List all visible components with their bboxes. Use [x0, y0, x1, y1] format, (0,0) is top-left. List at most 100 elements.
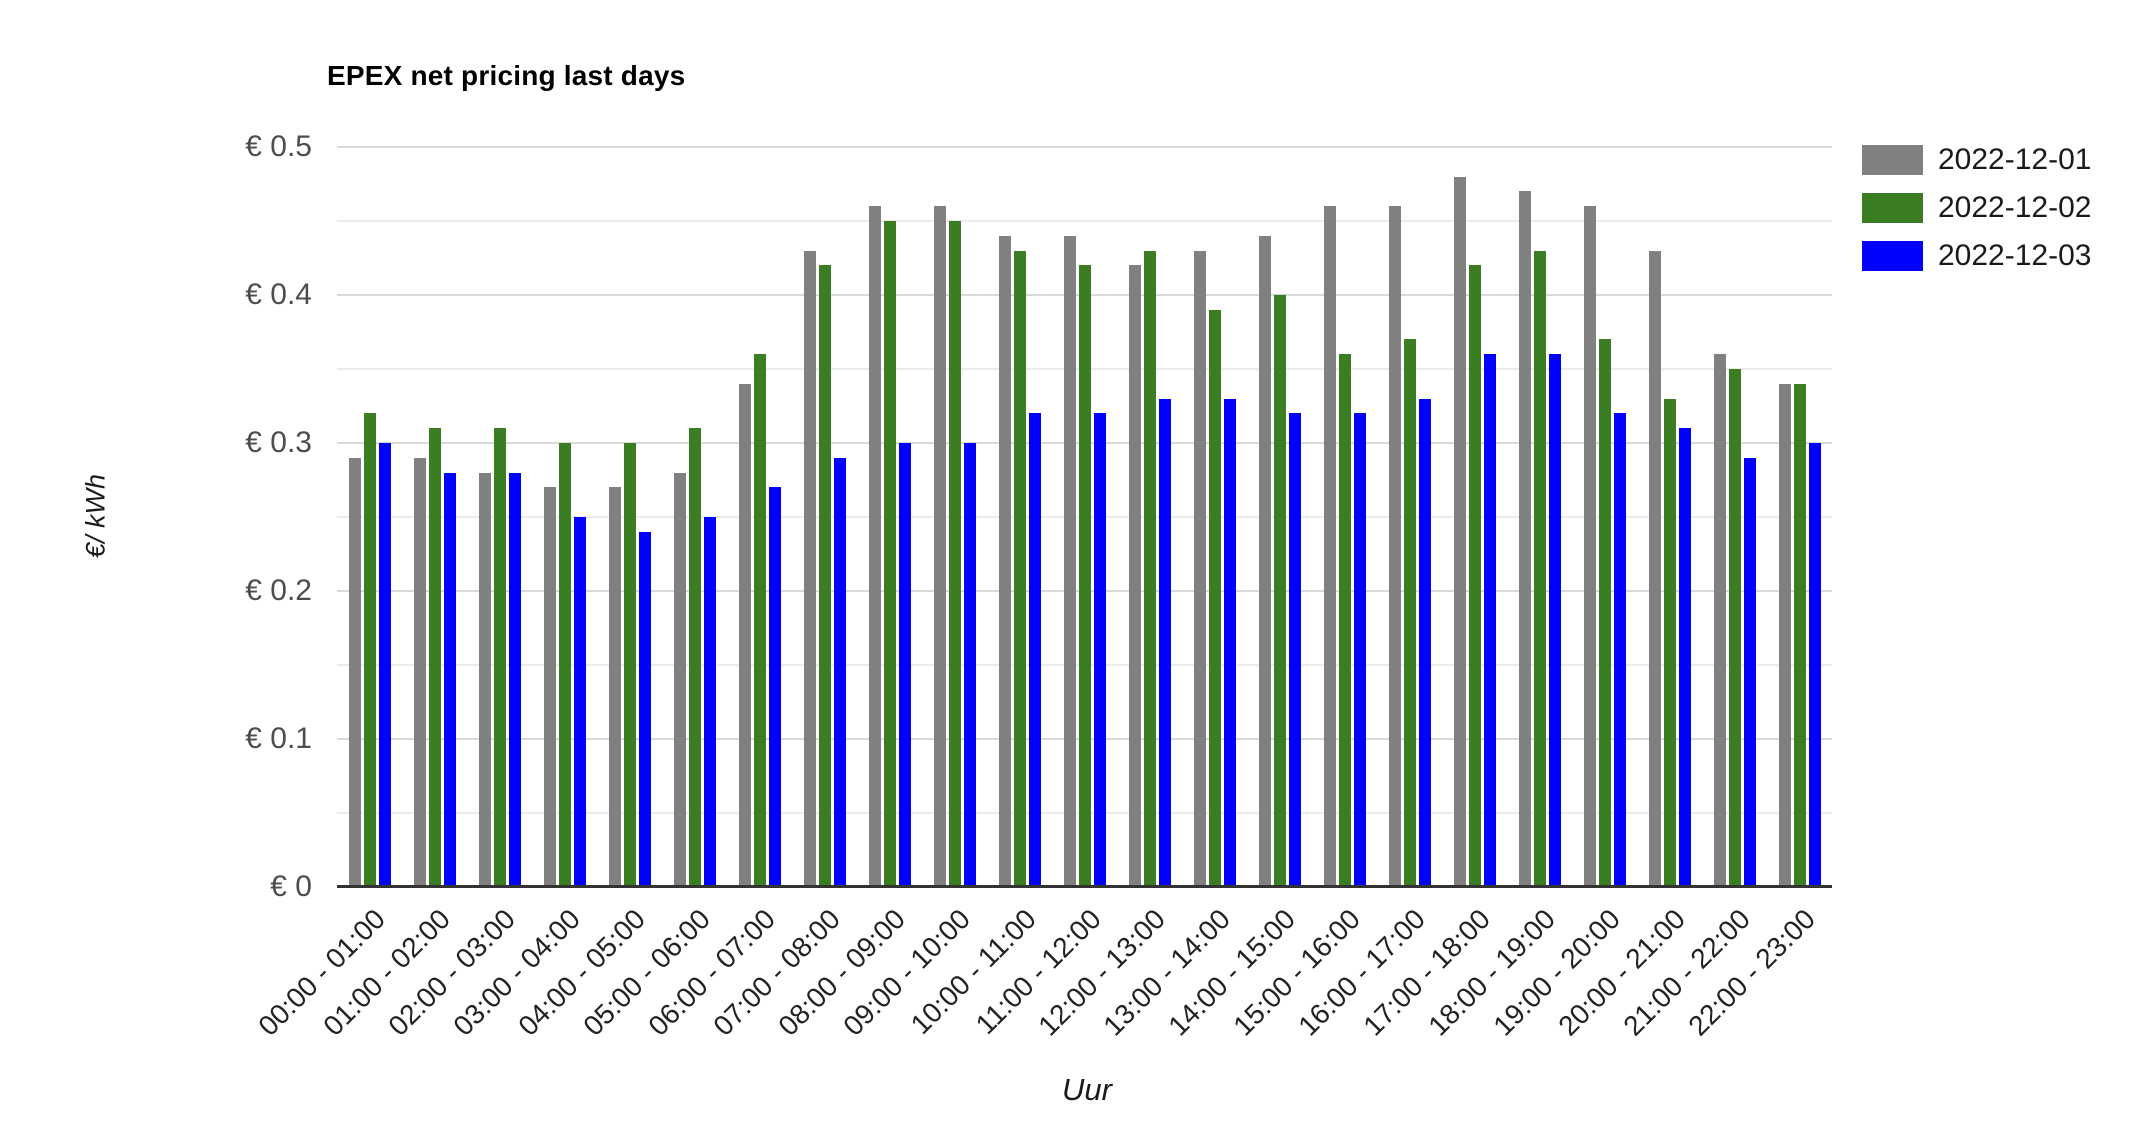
- bar-group: [1247, 147, 1312, 887]
- bar-2022-12-03: [1093, 413, 1106, 887]
- legend-item: 2022-12-02: [1862, 189, 2091, 226]
- bar-2022-12-03: [573, 517, 586, 887]
- bar-2022-12-02: [948, 221, 961, 887]
- bar-2022-12-02: [1598, 339, 1611, 887]
- bar-2022-12-02: [1533, 250, 1546, 887]
- bar-2022-12-02: [1793, 383, 1806, 887]
- minor-gridline-0.45: [337, 220, 1832, 222]
- bar-2022-12-01: [1258, 235, 1271, 887]
- bar-2022-12-02: [883, 221, 896, 887]
- bar-2022-12-01: [1128, 265, 1141, 887]
- bar-group: [922, 147, 987, 887]
- bar-2022-12-02: [818, 265, 831, 887]
- bar-2022-12-02: [1273, 295, 1286, 887]
- legend-item: 2022-12-01: [1862, 141, 2091, 178]
- bar-2022-12-01: [1388, 206, 1401, 887]
- bar-2022-12-02: [1078, 265, 1091, 887]
- bar-2022-12-03: [1613, 413, 1626, 887]
- bar-2022-12-03: [1223, 398, 1236, 887]
- bar-group: [597, 147, 662, 887]
- bar-group: [1117, 147, 1182, 887]
- bar-2022-12-01: [1453, 176, 1466, 887]
- bar-2022-12-02: [558, 443, 571, 887]
- bar-group: [1182, 147, 1247, 887]
- bar-group: [1702, 147, 1767, 887]
- legend-swatch: [1862, 144, 1923, 175]
- legend-label: 2022-12-01: [1938, 142, 2092, 176]
- bar-2022-12-01: [933, 206, 946, 887]
- y-axis-title: €/ kWh: [80, 473, 111, 559]
- legend: 2022-12-01 2022-12-02 2022-12-03: [1862, 141, 2091, 274]
- legend-swatch: [1862, 240, 1923, 271]
- bar-2022-12-03: [1288, 413, 1301, 887]
- chart-title: EPEX net pricing last days: [327, 60, 686, 91]
- bar-2022-12-03: [963, 443, 976, 887]
- bar-2022-12-02: [1663, 398, 1676, 887]
- bar-2022-12-02: [1013, 250, 1026, 887]
- bar-group: [792, 147, 857, 887]
- bar-2022-12-01: [998, 235, 1011, 887]
- bar-2022-12-01: [738, 383, 751, 887]
- bar-2022-12-01: [348, 457, 361, 887]
- bar-2022-12-03: [638, 531, 651, 887]
- bar-2022-12-03: [1483, 354, 1496, 887]
- x-axis-line: [337, 885, 1832, 888]
- y-tick-label: € 0.1: [245, 722, 312, 755]
- bar-2022-12-02: [1143, 250, 1156, 887]
- bar-2022-12-01: [868, 206, 881, 887]
- bar-2022-12-01: [673, 472, 686, 887]
- bar-2022-12-03: [768, 487, 781, 887]
- bar-group: [662, 147, 727, 887]
- bar-2022-12-01: [478, 472, 491, 887]
- bar-group: [532, 147, 597, 887]
- y-tick-label: € 0.5: [245, 130, 312, 163]
- bar-2022-12-01: [1323, 206, 1336, 887]
- bar-group: [987, 147, 1052, 887]
- bar-2022-12-02: [428, 428, 441, 887]
- bar-group: [1507, 147, 1572, 887]
- bar-2022-12-02: [623, 443, 636, 887]
- y-tick-label: € 0.4: [245, 278, 312, 311]
- bar-2022-12-01: [413, 457, 426, 887]
- bar-2022-12-01: [1063, 235, 1076, 887]
- bar-group: [467, 147, 532, 887]
- bar-2022-12-03: [1678, 428, 1691, 887]
- legend-label: 2022-12-03: [1938, 238, 2092, 272]
- bar-2022-12-01: [608, 487, 621, 887]
- bar-2022-12-01: [1583, 206, 1596, 887]
- bar-2022-12-03: [1418, 398, 1431, 887]
- bar-2022-12-01: [1193, 250, 1206, 887]
- plot-area: [337, 146, 1832, 888]
- bar-2022-12-02: [1728, 369, 1741, 887]
- bar-2022-12-01: [1778, 383, 1791, 887]
- bar-2022-12-03: [703, 517, 716, 887]
- bar-group: [1442, 147, 1507, 887]
- bar-2022-12-01: [803, 250, 816, 887]
- legend-swatch: [1862, 192, 1923, 223]
- bar-group: [337, 147, 402, 887]
- bar-2022-12-02: [753, 354, 766, 887]
- x-axis-title: Uur: [1062, 1072, 1112, 1107]
- bar-2022-12-02: [493, 428, 506, 887]
- bar-2022-12-03: [443, 472, 456, 887]
- y-tick-label: € 0.2: [245, 574, 312, 607]
- bar-2022-12-02: [1403, 339, 1416, 887]
- bar-2022-12-03: [898, 443, 911, 887]
- bar-2022-12-03: [508, 472, 521, 887]
- bar-2022-12-02: [688, 428, 701, 887]
- bar-group: [1637, 147, 1702, 887]
- y-tick-label: € 0: [270, 870, 312, 903]
- bar-group: [1572, 147, 1637, 887]
- bar-group: [1052, 147, 1117, 887]
- bar-group: [1312, 147, 1377, 887]
- bar-2022-12-01: [1713, 354, 1726, 887]
- bar-group: [402, 147, 467, 887]
- bar-2022-12-03: [1743, 457, 1756, 887]
- bar-group: [1767, 147, 1832, 887]
- y-tick-label: € 0.3: [245, 426, 312, 459]
- bar-columns: [337, 147, 1832, 887]
- bar-2022-12-01: [1648, 250, 1661, 887]
- bar-2022-12-02: [1468, 265, 1481, 887]
- legend-item: 2022-12-03: [1862, 237, 2091, 274]
